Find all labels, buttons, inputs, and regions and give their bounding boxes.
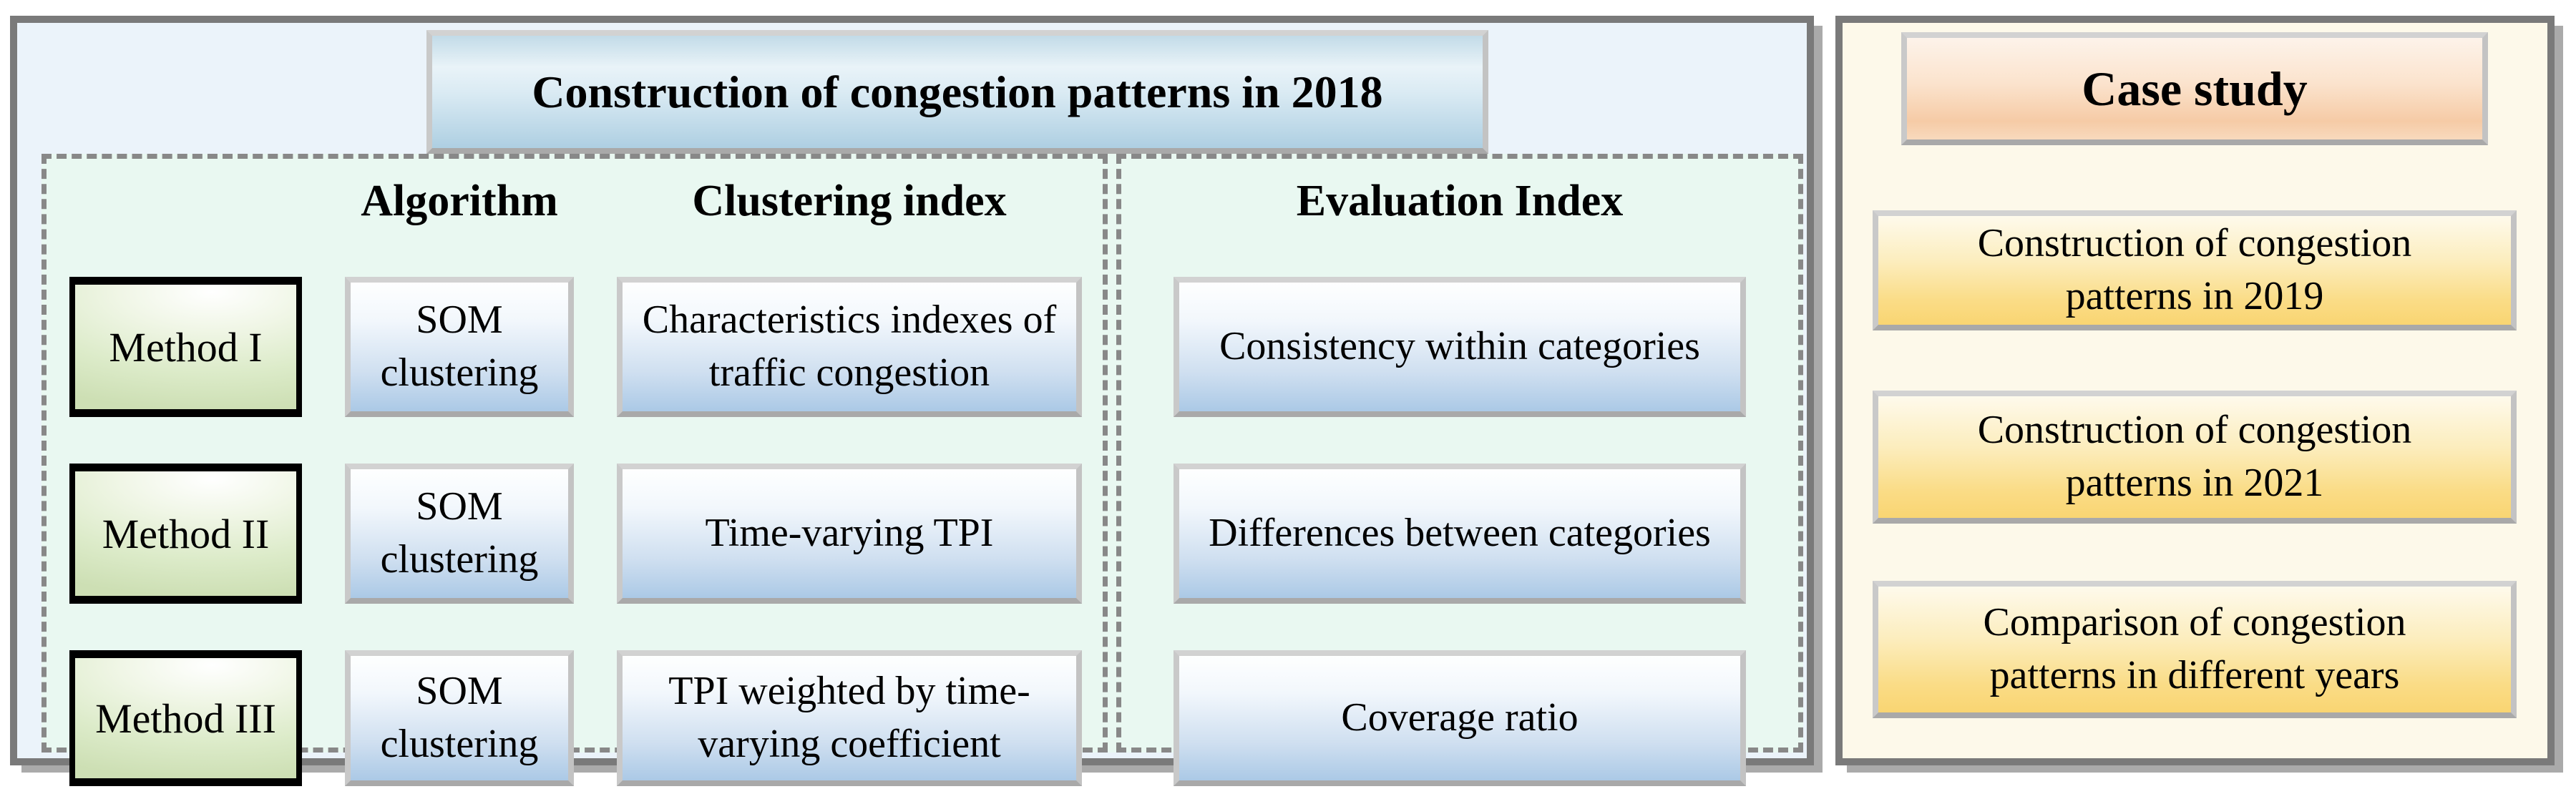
evaluation-box-3-label: Coverage ratio — [1341, 695, 1579, 740]
evaluation-box-1: Consistency within categories — [1174, 277, 1746, 417]
evaluation-grid: Evaluation Index Consistency within cate… — [1121, 159, 1798, 786]
methods-grid: Algorithm Clustering index Method I SOM … — [47, 159, 1103, 786]
header-spacer — [69, 159, 302, 230]
clustering-index-column-header: Clustering index — [692, 177, 1007, 225]
method-1-clustering-index-box: Characteristics indexes of traffic conge… — [617, 277, 1082, 417]
evaluation-section: Evaluation Index Consistency within cate… — [1116, 154, 1803, 786]
method-2-clustering-index-box: Time-varying TPI — [617, 464, 1082, 604]
evaluation-box-2-label: Differences between categories — [1209, 511, 1711, 556]
methods-section: Algorithm Clustering index Method I SOM … — [42, 154, 1108, 786]
evaluation-box-1-label: Consistency within categories — [1219, 324, 1700, 369]
case-study-title: Case study — [1901, 32, 2488, 145]
methods-evaluation-wrap: Algorithm Clustering index Method I SOM … — [42, 154, 1803, 786]
case-study-panel: Case study Construction of congestion pa… — [1835, 16, 2555, 765]
evaluation-box-3: Coverage ratio — [1174, 650, 1746, 786]
method-2-algorithm-box: SOM clustering — [345, 464, 574, 604]
method-1-box: Method I — [69, 277, 302, 417]
method-3-algorithm-box: SOM clustering — [345, 650, 574, 786]
method-3-box: Method III — [69, 650, 302, 786]
algorithm-column-header: Algorithm — [361, 177, 558, 225]
panel-title-2018: Construction of congestion patterns in 2… — [426, 30, 1488, 154]
construction-2018-panel: Construction of congestion patterns in 2… — [10, 16, 1814, 786]
method-2-box: Method II — [69, 464, 302, 604]
evaluation-box-2: Differences between categories — [1174, 464, 1746, 604]
method-3-clustering-index-box: TPI weighted by time-varying coefficient — [617, 650, 1082, 786]
evaluation-index-column-header: Evaluation Index — [1296, 177, 1624, 225]
method-1-algorithm-box: SOM clustering — [345, 277, 574, 417]
case-study-item-2021: Construction of congestion patterns in 2… — [1873, 391, 2517, 524]
case-study-item-comparison: Comparison of congestion patterns in dif… — [1873, 581, 2517, 718]
case-study-item-2019: Construction of congestion patterns in 2… — [1873, 210, 2517, 330]
